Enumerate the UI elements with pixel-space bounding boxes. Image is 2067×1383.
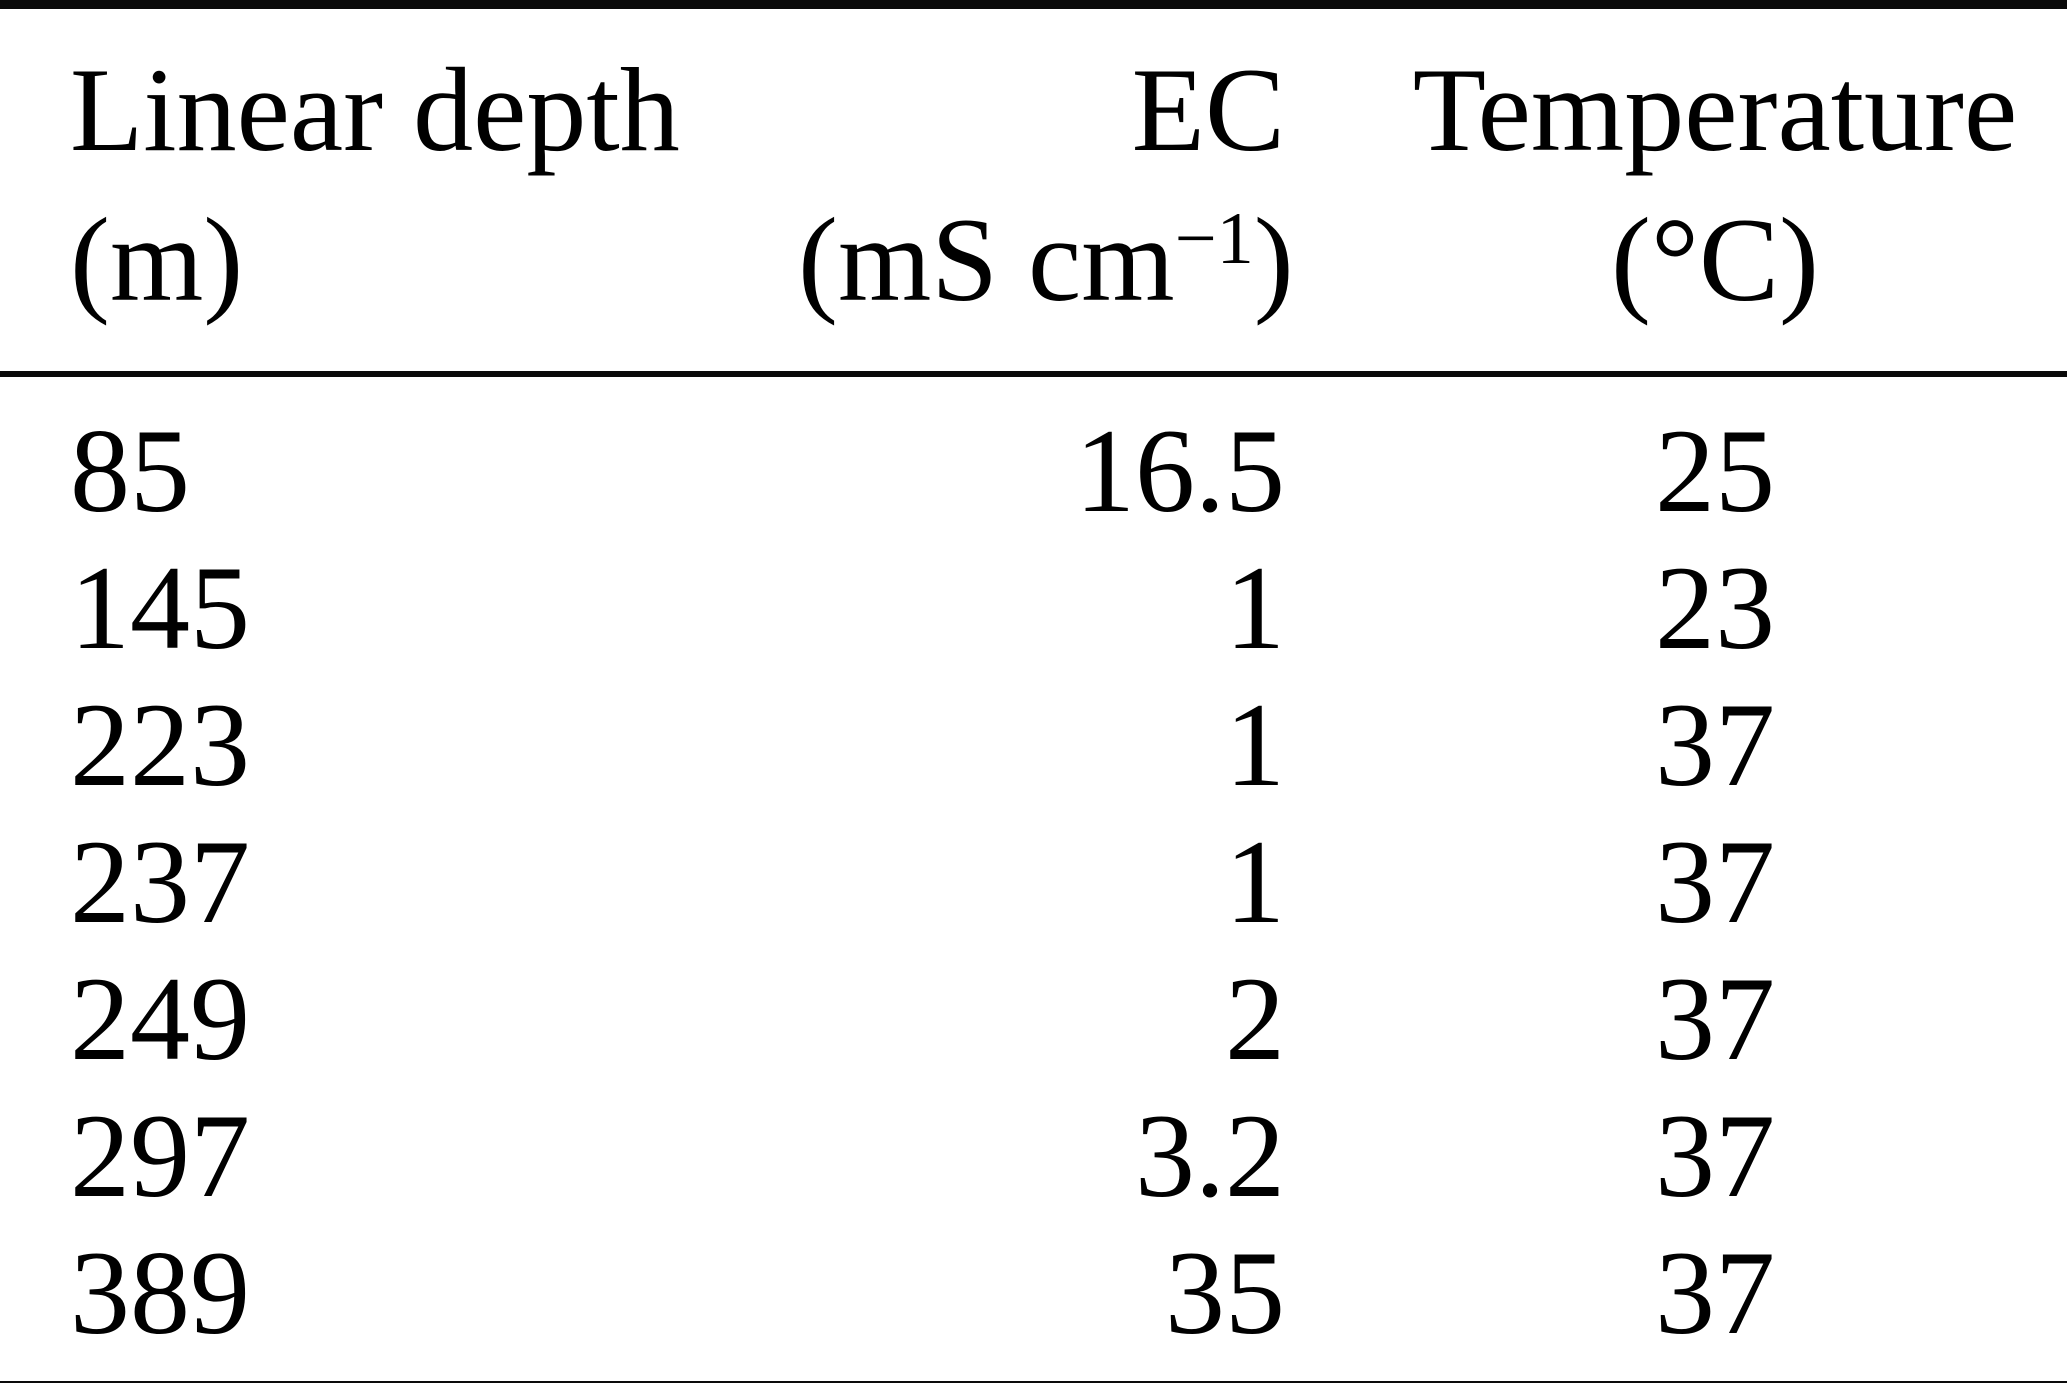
cell-ec: 1: [1225, 815, 1285, 948]
column-header-temperature: Temperature (°C): [1285, 35, 2067, 351]
cell-depth: 297: [70, 1089, 250, 1222]
column-header-depth: Linear depth (m): [70, 35, 798, 351]
depth-header-unit: (m): [70, 193, 244, 326]
temperature-header-label: Temperature: [1412, 43, 2018, 176]
table-bottom-rule: [0, 1381, 2067, 1383]
cell-temperature: 37: [1655, 1226, 1775, 1359]
cell-ec: 3.2: [1135, 1089, 1285, 1222]
cell-ec: 1: [1225, 541, 1285, 674]
table-header-rule: [0, 371, 2067, 377]
cell-temperature: 23: [1655, 541, 1775, 674]
cell-temperature: 37: [1655, 815, 1775, 948]
depth-header-label: Linear depth: [70, 43, 680, 176]
column-header-ec: EC (mS cm−1): [798, 35, 1294, 351]
temperature-header-unit: (°C): [1611, 193, 1819, 326]
table-top-rule: [0, 0, 2067, 9]
cell-temperature: 37: [1655, 952, 1775, 1085]
cell-ec: 35: [1165, 1226, 1285, 1359]
cell-depth: 145: [70, 541, 250, 674]
cell-depth: 85: [70, 404, 190, 537]
cell-temperature: 37: [1655, 1089, 1775, 1222]
table-header-row: Linear depth (m) EC (mS cm−1) Temperatur…: [0, 9, 2067, 371]
cell-ec: 2: [1225, 952, 1285, 1085]
cell-depth: 237: [70, 815, 250, 948]
cell-ec: 1: [1225, 678, 1285, 811]
cell-temperature: 37: [1655, 678, 1775, 811]
bottom-spacer: [0, 1361, 2067, 1381]
cell-ec: 16.5: [1075, 404, 1285, 537]
ec-header-label: EC: [1131, 43, 1285, 176]
ec-header-unit: (mS cm−1): [798, 193, 1294, 326]
cell-depth: 389: [70, 1226, 250, 1359]
cell-temperature: 25: [1655, 404, 1775, 537]
cell-depth: 223: [70, 678, 250, 811]
cell-depth: 249: [70, 952, 250, 1085]
table-body: 85 16.5 25 145 1 23 223 1 37 237 1 37 24…: [0, 377, 2067, 1361]
ec-unit-exponent: −1: [1174, 197, 1254, 280]
